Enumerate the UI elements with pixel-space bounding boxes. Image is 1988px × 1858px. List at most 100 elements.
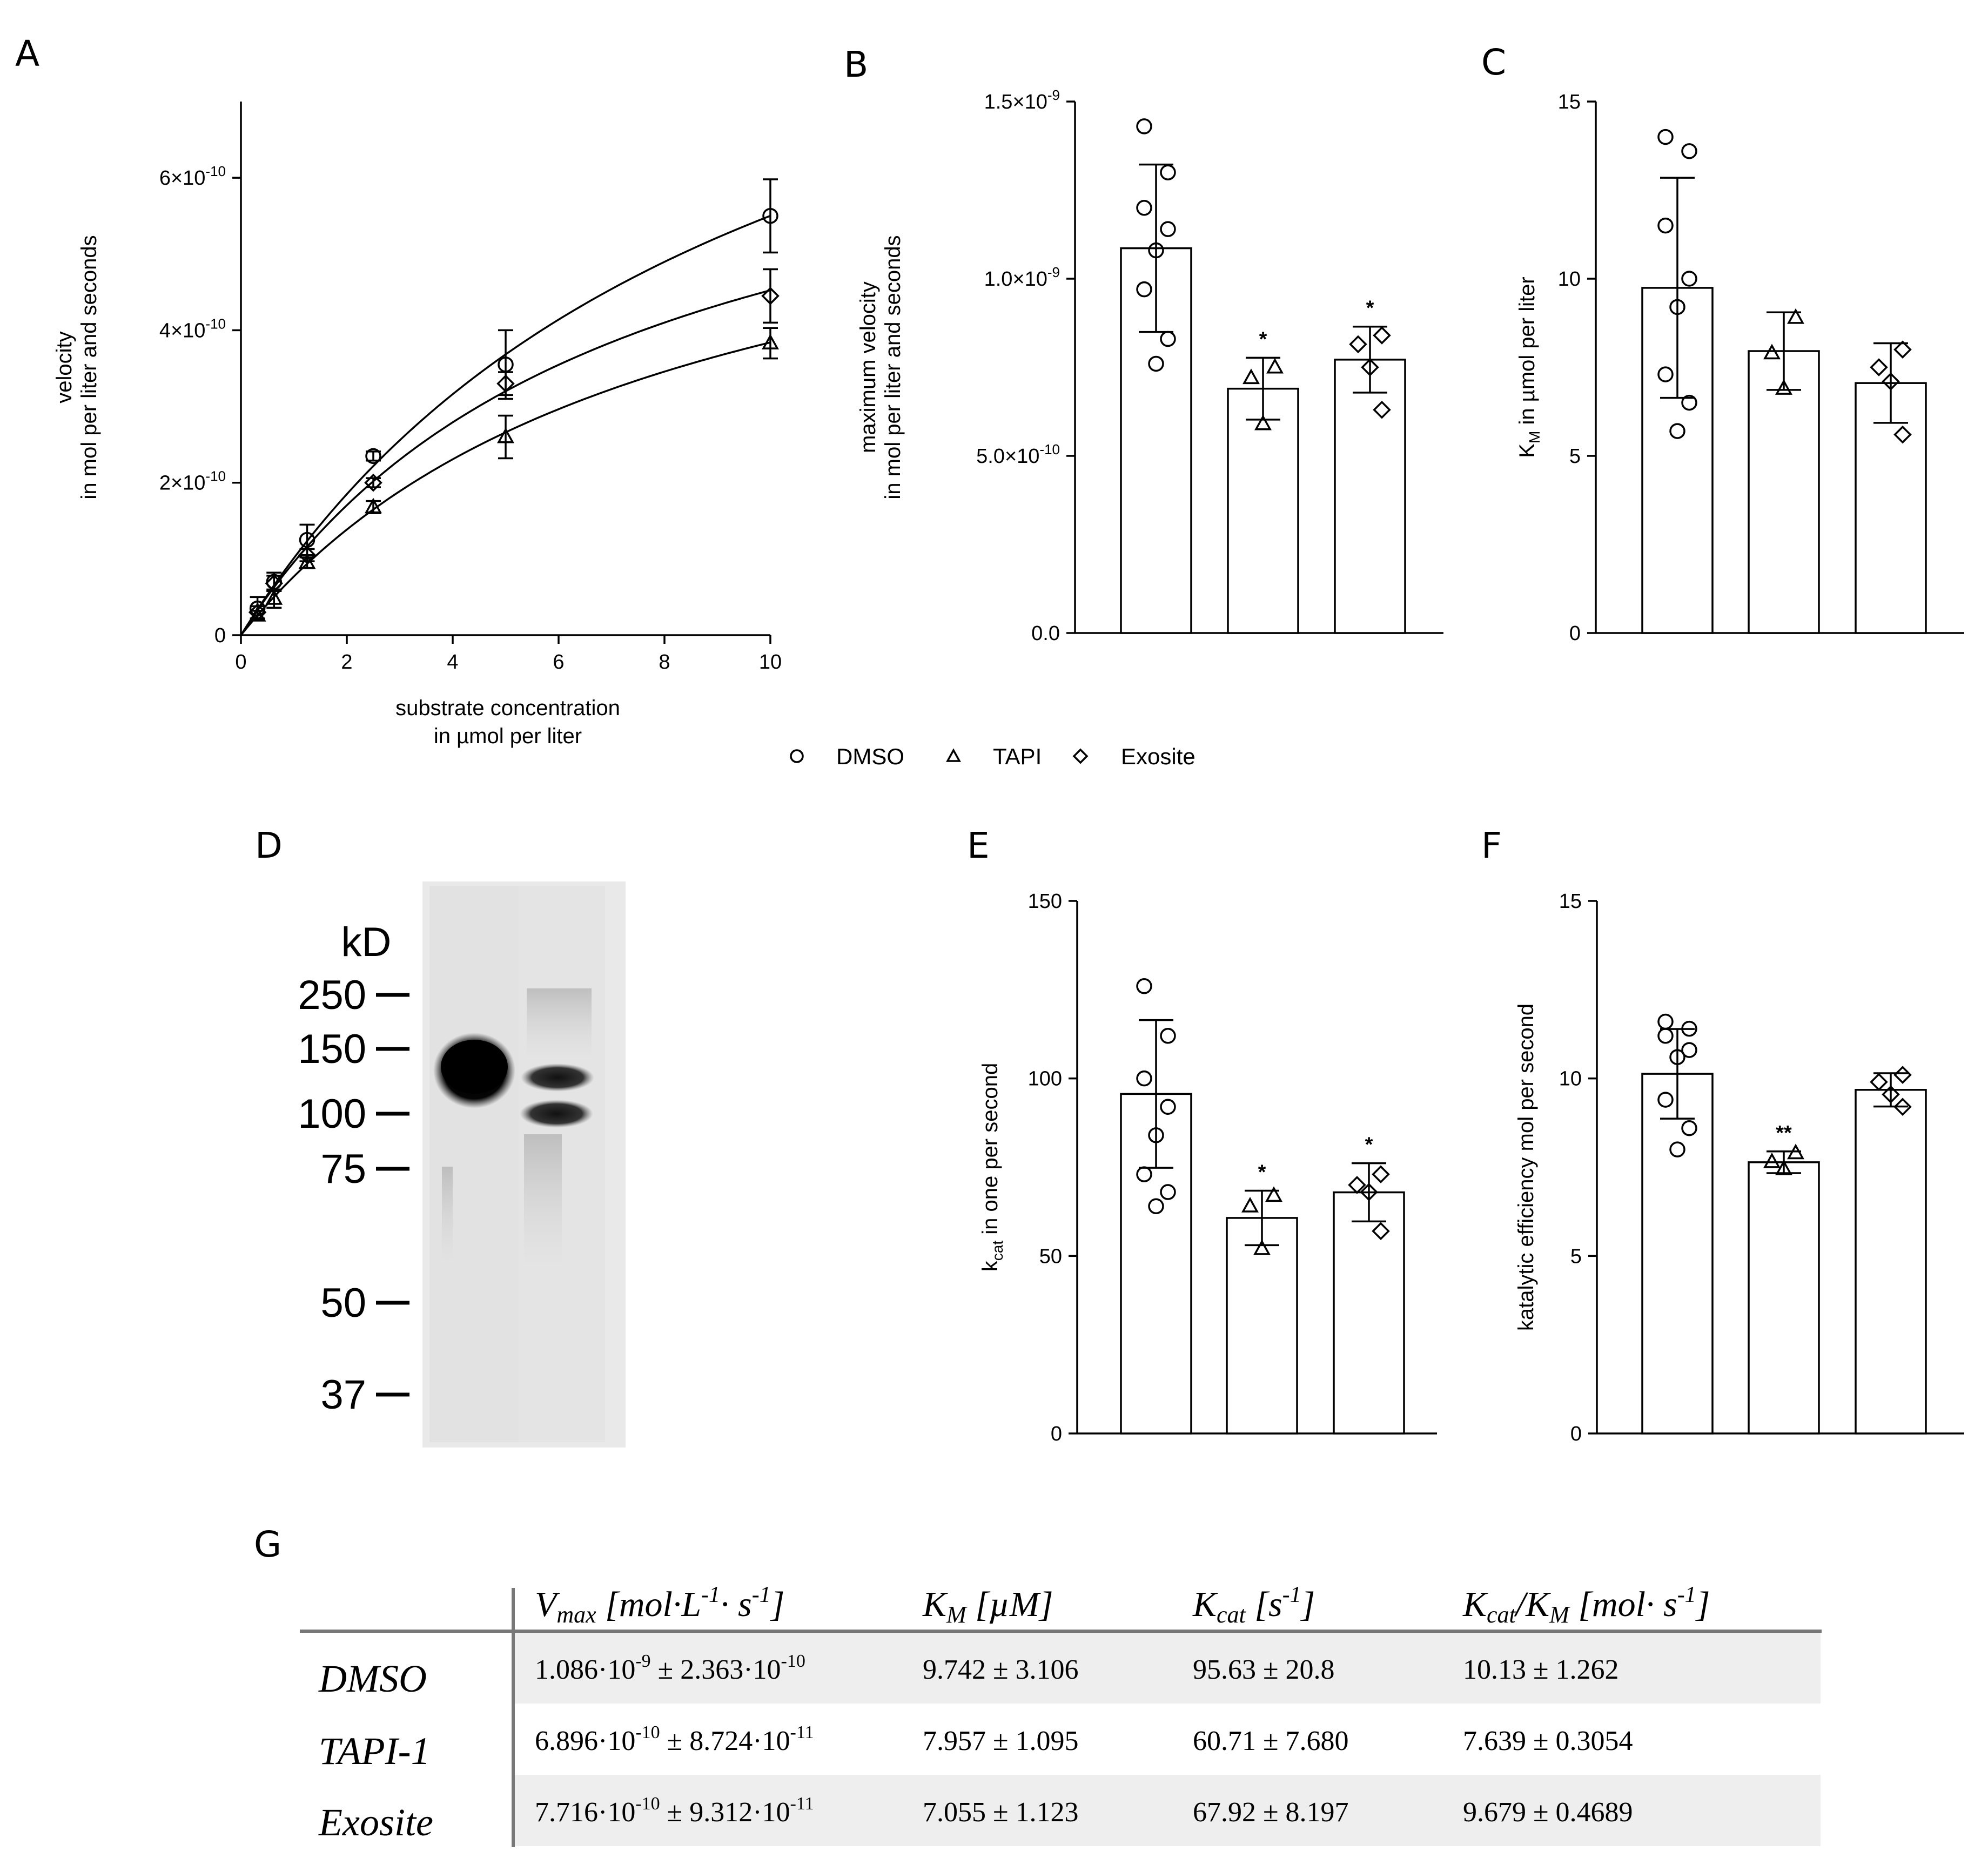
data-point-dmso [1160, 221, 1176, 237]
data-point-dmso [1160, 1028, 1176, 1044]
data-point-exosite [1372, 1165, 1390, 1183]
table-cell-efficiency: 7.639 ± 0.3054 [1463, 1726, 1633, 1756]
bar-dmso [1641, 1073, 1714, 1435]
table-row-name: Exosite [318, 1801, 433, 1844]
table-cell-vmax: 6.896·10-10 ± 8.724·10-11 [535, 1722, 814, 1756]
data-point-tapi [1775, 1160, 1792, 1175]
y-tick-label: 5 [1570, 1245, 1582, 1268]
bar-tapi [1227, 387, 1299, 634]
table-row-name: TAPI-1 [319, 1729, 431, 1773]
legend-label-dmso: DMSO [836, 744, 904, 769]
data-point-dmso [1657, 217, 1674, 234]
data-point-dmso [1148, 355, 1164, 372]
blot-band-lane2-upper [521, 1063, 594, 1092]
table-header-efficiency: Kcat/KM [mol· s-1] [1462, 1583, 1710, 1628]
data-point-dmso [1657, 1013, 1674, 1030]
bar-exosite [1855, 1089, 1927, 1435]
data-point-dmso [1669, 1141, 1685, 1157]
data-point-dmso [1148, 1127, 1164, 1143]
y-tick-label: 1.0×10-9 [984, 264, 1060, 291]
data-point-tapi [1265, 1186, 1282, 1202]
y-axis-label: in mol per liter and seconds [77, 235, 101, 499]
x-tick-label: 10 [759, 651, 782, 674]
blot-marker-75: 75 [320, 1146, 366, 1192]
bar-exosite [1334, 359, 1406, 634]
y-tick-label: 5 [1569, 445, 1581, 468]
data-point-exosite [1893, 340, 1912, 359]
data-point-tapi [1763, 344, 1781, 360]
data-point-tapi [365, 497, 382, 514]
data-point-dmso [1136, 281, 1152, 298]
data-point-tapi [1775, 379, 1792, 395]
data-point-dmso [1681, 1020, 1697, 1037]
y-tick-label: 15 [1559, 890, 1582, 913]
table-row-name: DMSO [318, 1657, 427, 1700]
x-tick-label: 4 [447, 651, 458, 674]
legend-marker-triangle [946, 748, 961, 762]
bar-tapi [1226, 1217, 1298, 1435]
table-header-km: KM [µM] [922, 1585, 1053, 1628]
y-tick-label: 0 [1051, 1423, 1062, 1445]
blot-marker-37: 37 [320, 1372, 366, 1418]
data-point-dmso [1136, 978, 1152, 994]
panel-label-g: G [254, 1524, 281, 1565]
chart-f-efficiency: 0 5 10 15 katalytic efficiency mol per secon… [1514, 890, 1964, 1445]
chart-c-km: 0 5 10 15 KM in µmol per liter [1515, 91, 1964, 645]
y-tick-label: 0 [214, 624, 226, 647]
chart-a-velocity: 0 2×10-10 4×10-10 6×10-10 0 2 4 6 8 10 substrate c… [52, 102, 782, 748]
data-point-dmso [365, 448, 381, 464]
panel-label-e: E [967, 825, 990, 866]
y-axis-label: maximum velocity [856, 281, 880, 453]
data-point-tapi [1763, 1152, 1781, 1168]
panel-label-c: C [1481, 42, 1506, 83]
legend-label-exosite: Exosite [1121, 744, 1196, 769]
data-point-tapi [1253, 1239, 1271, 1255]
data-point-exosite [1882, 1085, 1900, 1104]
blot-smear-lane2-top [527, 988, 592, 1059]
data-point-exosite [1893, 1098, 1912, 1116]
table-cell-km: 7.055 ± 1.123 [923, 1797, 1079, 1828]
data-point-exosite [265, 574, 284, 593]
blot-marker-50: 50 [320, 1280, 366, 1326]
legend-marker-diamond [1072, 748, 1089, 764]
data-point-dmso [1657, 1092, 1674, 1108]
blot-smear-lane2 [524, 1134, 562, 1269]
legend-label-tapi: TAPI [993, 744, 1042, 769]
significance-label: * [1366, 297, 1374, 320]
data-point-dmso [1136, 1070, 1152, 1087]
data-point-dmso [1669, 299, 1685, 315]
data-point-tapi [1266, 358, 1284, 374]
table-cell-km: 7.957 ± 1.095 [923, 1726, 1079, 1756]
y-tick-label: 0.0 [1031, 622, 1060, 645]
data-point-exosite [1870, 358, 1888, 376]
data-point-dmso [1657, 366, 1674, 382]
data-point-dmso [1148, 242, 1164, 259]
blot-unit-label: kD [341, 919, 392, 965]
data-point-dmso [1148, 1198, 1164, 1215]
table-cell-kcat: 95.63 ± 20.8 [1193, 1654, 1335, 1685]
data-point-exosite [248, 603, 267, 622]
data-point-dmso [1681, 394, 1697, 411]
data-point-exosite [1360, 1183, 1378, 1201]
x-tick-label: 2 [341, 651, 352, 674]
table-cell-efficiency: 10.13 ± 1.262 [1463, 1654, 1619, 1685]
y-tick-label: 4×10-10 [159, 315, 226, 342]
data-point-exosite [1348, 1176, 1366, 1194]
blot-marker-150: 150 [298, 1026, 366, 1072]
panel-label-b: B [844, 44, 868, 85]
data-point-exosite [1373, 326, 1391, 345]
panel-label-f: F [1481, 825, 1502, 866]
table-cell-kcat: 67.92 ± 8.197 [1193, 1797, 1349, 1828]
data-point-dmso [1669, 1049, 1685, 1065]
blot-marker-100: 100 [298, 1091, 366, 1137]
y-tick-label: 1.5×10-9 [984, 87, 1060, 113]
kinetics-table: Vmax [mol·L-1· s-1] KM [µM] Kcat [s-1] K… [300, 1583, 1822, 1847]
data-point-exosite [1349, 335, 1367, 354]
data-point-dmso [1160, 1099, 1176, 1115]
data-point-dmso [1669, 423, 1685, 439]
table-cell-vmax: 1.086·10-9 ± 2.363·10-10 [535, 1651, 805, 1685]
blot-smear-lane1 [442, 1167, 453, 1264]
blot-marker-250: 250 [298, 972, 366, 1018]
y-tick-label: 0 [1570, 1423, 1582, 1445]
data-point-dmso [1681, 143, 1697, 159]
